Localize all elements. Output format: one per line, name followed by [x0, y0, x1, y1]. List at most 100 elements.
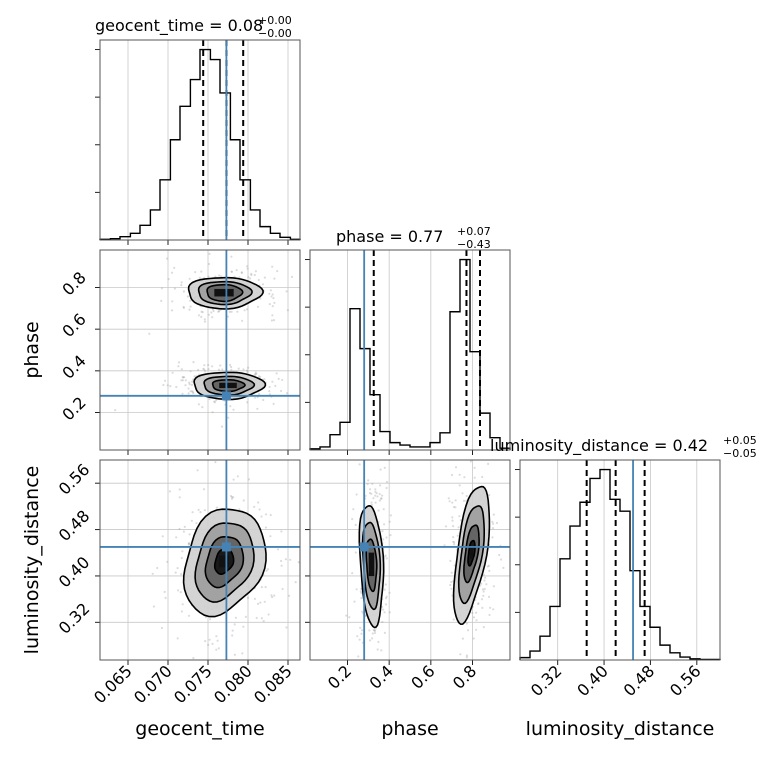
scatter-ph-ld-sample-point	[358, 463, 361, 466]
scatter-gt-ph-density-peak	[219, 382, 237, 389]
scatter-gt-ph-sample-point	[245, 369, 249, 372]
scatter-ph-ld-sample-point	[488, 569, 491, 573]
scatter-gt-ph-ytick-label: 0.4	[58, 351, 89, 382]
scatter-gt-ph-sample-point	[171, 371, 174, 374]
title-phase: phase = 0.77	[336, 227, 443, 246]
scatter-ph-ld-sample-point	[356, 635, 359, 638]
scatter-gt-ph-sample-point	[230, 365, 233, 369]
scatter-ph-ld-sample-point	[483, 587, 486, 591]
scatter-gt-ld-sample-point	[164, 596, 167, 600]
scatter-gt-ld-sample-point	[188, 542, 191, 545]
scatter-gt-ld-sample-point	[280, 564, 283, 567]
scatter-gt-ph-sample-point	[273, 301, 276, 304]
scatter-gt-ph-sample-point	[250, 272, 253, 275]
scatter-ph-ld-sample-point	[459, 653, 462, 656]
scatter-ph-ld-contour	[457, 505, 485, 605]
scatter-gt-ld-sample-point	[260, 617, 263, 620]
scatter-gt-ph-sample-point	[242, 368, 245, 371]
scatter-gt-ld-sample-point	[267, 613, 270, 616]
scatter-ph-ld-sample-point	[359, 590, 362, 593]
scatter-ph-ld-sample-point	[453, 541, 456, 544]
scatter-gt-ld-sample-point	[188, 533, 191, 536]
scatter-ph-ld-sample-point	[488, 613, 491, 617]
scatter-gt-ph-sample-point	[182, 290, 185, 293]
scatter-ph-ld-sample-point	[348, 616, 351, 619]
scatter-gt-ld-sample-point	[256, 602, 260, 606]
scatter-gt-ld-sample-point	[174, 571, 177, 574]
hist-luminosity-distance-xtick-label: 0.32	[527, 661, 566, 700]
scatter-gt-ld-sample-point	[178, 488, 181, 491]
title-geocent-time-plus: +0.00	[258, 14, 292, 27]
scatter-gt-ph-sample-point	[247, 366, 250, 369]
scatter-gt-ph-sample-point	[271, 305, 274, 308]
scatter-ph-ld-sample-point	[383, 588, 386, 591]
scatter-ph-ld-sample-point	[452, 505, 456, 509]
scatter-gt-ph-sample-point	[246, 265, 249, 268]
scatter-ph-ld-sample-point	[463, 476, 466, 479]
scatter-gt-ph-sample-point	[203, 364, 206, 367]
scatter-ph-ld-sample-point	[450, 587, 453, 590]
scatter-gt-ld-sample-point	[232, 478, 235, 481]
scatter-ph-ld-sample-point	[473, 476, 476, 479]
scatter-gt-ld-xtick-label: 0.085	[250, 661, 296, 707]
scatter-ph-ld-sample-point	[353, 600, 356, 603]
scatter-ph-ld-sample-point	[454, 466, 458, 469]
scatter-gt-ph-sample-point	[182, 376, 185, 379]
scatter-gt-ld-sample-point	[276, 548, 280, 551]
scatter-gt-ph-sample-point	[259, 297, 262, 300]
scatter-ph-ld-sample-point	[354, 523, 357, 527]
scatter-gt-ld-sample-point	[297, 561, 300, 564]
scatter-gt-ld-sample-point	[246, 596, 250, 600]
scatter-gt-ld-sample-point	[156, 566, 159, 570]
scatter-gt-ph-sample-point	[188, 381, 191, 384]
scatter-gt-ld-sample-point	[204, 640, 207, 643]
scatter-gt-ph-sample-point	[268, 292, 271, 295]
scatter-gt-ph-sample-point	[183, 376, 186, 379]
scatter-gt-ld-sample-point	[161, 535, 164, 538]
scatter-gt-ph-sample-point	[263, 276, 266, 279]
scatter-ph-ld-sample-point	[472, 616, 476, 619]
scatter-gt-ld-sample-point	[259, 601, 262, 604]
scatter-gt-ph-sample-point	[232, 408, 235, 411]
scatter-gt-ph-sample-point	[163, 379, 167, 382]
scatter-gt-ld-sample-point	[260, 586, 263, 589]
scatter-ph-ld-sample-point	[454, 499, 457, 502]
scatter-ph-ld-sample-point	[456, 534, 459, 537]
scatter-gt-ph-sample-point	[180, 379, 183, 382]
scatter-gt-ld-sample-point	[163, 590, 166, 594]
scatter-ph-ld-sample-point	[450, 473, 454, 477]
scatter-gt-ld-sample-point	[242, 499, 245, 502]
scatter-gt-ld-sample-point	[182, 530, 185, 533]
scatter-ph-ld-sample-point	[384, 603, 388, 606]
scatter-gt-ph-sample-point	[229, 363, 232, 367]
scatter-gt-ph-sample-point	[230, 310, 233, 313]
scatter-gt-ph-sample-point	[193, 375, 196, 378]
scatter-gt-ld-sample-point	[253, 597, 256, 601]
scatter-gt-ph-sample-point	[217, 368, 221, 371]
scatter-gt-ld-ytick-label: 0.40	[55, 553, 94, 592]
hist-geocent-time-step	[99, 48, 301, 241]
scatter-gt-ph-sample-point	[114, 409, 117, 412]
scatter-ph-ld-sample-point	[385, 595, 388, 598]
scatter-gt-ph-sample-point	[280, 389, 283, 393]
scatter-ph-ld-sample-point	[368, 639, 372, 642]
scatter-ph-ld-sample-point	[444, 525, 448, 528]
scatter-gt-ph-sample-point	[250, 273, 253, 277]
hist-luminosity-distance-frame	[519, 459, 721, 661]
scatter-gt-ld-sample-point	[263, 600, 266, 603]
scatter-ph-ld-contour	[467, 539, 476, 567]
scatter-ph-ld-sample-point	[382, 508, 385, 511]
scatter-gt-ph-sample-point	[166, 257, 169, 260]
scatter-gt-ph-sample-point	[166, 384, 169, 387]
scatter-ph-ld-sample-point	[370, 503, 373, 506]
scatter-gt-ph-sample-point	[181, 392, 184, 395]
scatter-ph-ld-sample-point	[380, 497, 383, 500]
scatter-ph-ld-sample-point	[491, 536, 494, 539]
scatter-gt-ph-sample-point	[207, 313, 210, 316]
scatter-ph-ld-sample-point	[377, 640, 380, 644]
scatter-ph-ld-sample-point	[383, 466, 386, 469]
scatter-ph-ld-sample-point	[381, 620, 384, 624]
scatter-gt-ph-sample-point	[211, 411, 214, 414]
scatter-gt-ld-sample-point	[273, 594, 276, 597]
hist-phase-frame	[309, 249, 511, 451]
